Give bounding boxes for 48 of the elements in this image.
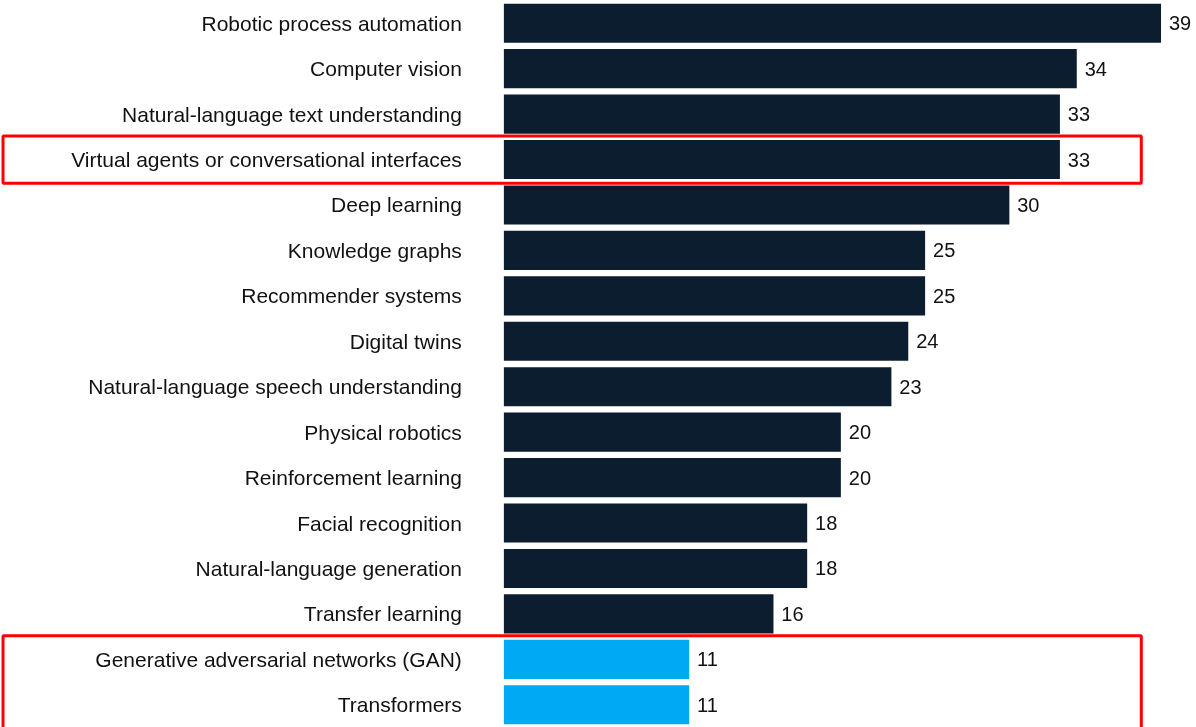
bar xyxy=(503,185,1010,225)
data-label: 20 xyxy=(848,421,871,444)
y-tick-label: Natural-language speech understanding xyxy=(88,375,462,399)
bar xyxy=(503,321,909,361)
data-label: 23 xyxy=(899,375,922,398)
bar xyxy=(503,49,1077,89)
data-label: 30 xyxy=(1017,193,1040,216)
data-label: 16 xyxy=(781,602,804,625)
y-tick-label: Transfer learning xyxy=(303,602,462,626)
bar xyxy=(503,276,926,316)
data-label: 11 xyxy=(697,648,718,671)
y-tick-label: Recommender systems xyxy=(241,284,462,308)
bar xyxy=(503,139,1060,180)
y-tick-label: Natural-language text understanding xyxy=(122,102,462,126)
data-label: 18 xyxy=(815,512,838,535)
bar xyxy=(503,367,892,407)
data-label: 25 xyxy=(933,284,956,307)
bar xyxy=(503,230,926,270)
data-label: 25 xyxy=(933,239,956,262)
bar xyxy=(503,458,841,498)
data-label: 24 xyxy=(916,330,939,353)
bar xyxy=(503,94,1060,134)
y-tick-label: Deep learning xyxy=(331,193,462,217)
data-label: 33 xyxy=(1067,103,1091,126)
bar xyxy=(503,503,808,543)
y-tick-label: Physical robotics xyxy=(304,420,462,444)
data-label: 34 xyxy=(1084,57,1107,80)
y-tick-label: Digital twins xyxy=(349,329,462,353)
data-label: 18 xyxy=(815,557,838,580)
data-label: 33 xyxy=(1067,148,1091,171)
data-label: 39 xyxy=(1168,12,1192,35)
y-tick-label: Robotic process automation xyxy=(201,11,462,35)
bar xyxy=(503,412,841,452)
y-tick-label: Natural-language generation xyxy=(195,556,462,580)
bar xyxy=(503,639,690,679)
y-tick-label: Virtual agents or conversational interfaces xyxy=(71,148,462,172)
data-label: 20 xyxy=(848,466,871,489)
data-label: 11 xyxy=(697,693,718,716)
bar xyxy=(503,685,690,725)
y-tick-label: Reinforcement learning xyxy=(244,466,462,490)
y-tick-label: Facial recognition xyxy=(297,511,462,535)
bar xyxy=(503,548,808,589)
y-tick-label: Knowledge graphs xyxy=(287,238,462,262)
y-tick-label: Transformers xyxy=(337,693,462,717)
bar xyxy=(503,594,774,634)
y-tick-label: Computer vision xyxy=(310,57,462,81)
y-tick-label: Generative adversarial networks (GAN) xyxy=(95,647,462,671)
bar xyxy=(503,3,1162,43)
